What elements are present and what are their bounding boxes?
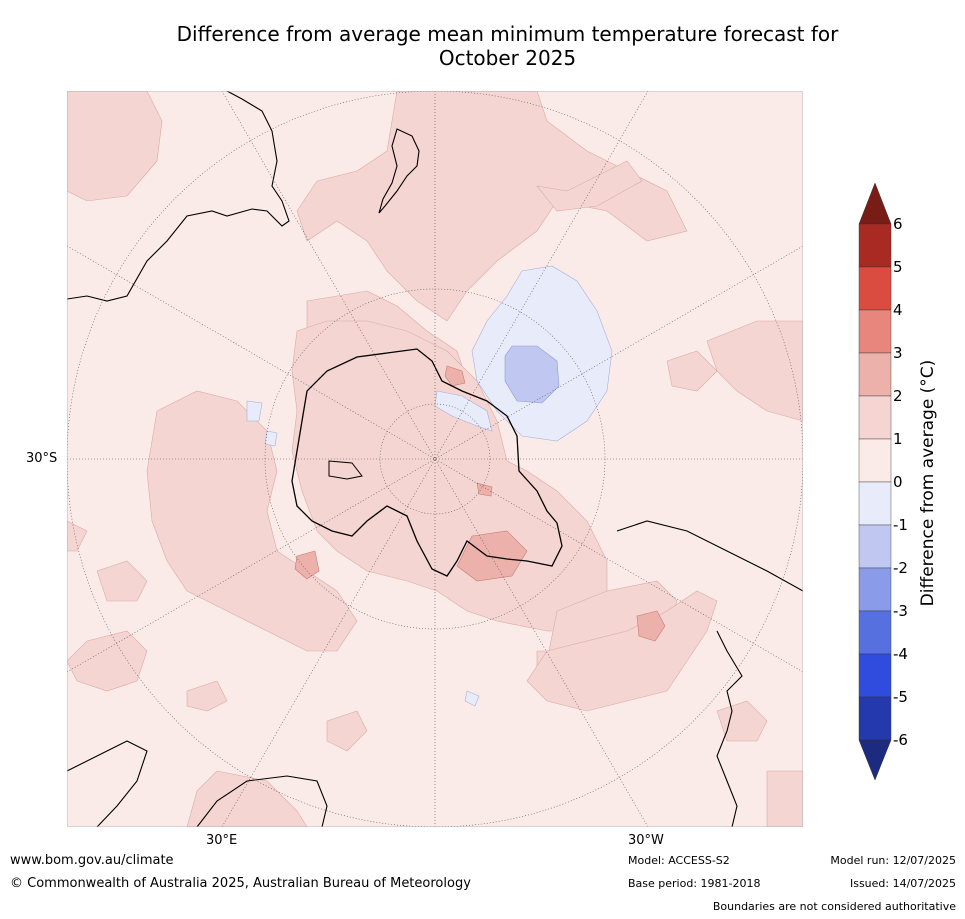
colorbar-segment: [858, 524, 892, 569]
colorbar-lower-extension: [858, 739, 892, 781]
footer-disclaimer: Boundaries are not considered authoritat…: [712, 900, 956, 913]
colorbar-tick-label: -4: [893, 645, 908, 663]
footer-issued: Issued: 14/07/2025: [849, 877, 956, 890]
polar-map: [67, 91, 803, 827]
colorbar-tick-label: 5: [893, 258, 903, 276]
colorbar-tick-label: 0: [893, 473, 903, 491]
colorbar-segment: [858, 438, 892, 483]
lat-label-30s: 30°S: [26, 451, 58, 466]
colorbar-segment: [858, 395, 892, 440]
title-line-1: Difference from average mean minimum tem…: [176, 22, 839, 46]
colorbar-tick-label: 4: [893, 301, 903, 319]
colorbar-tick-label: -2: [893, 559, 908, 577]
anomaly-2-3-regions: [294, 365, 666, 642]
colorbar-tick-label: 3: [893, 344, 903, 362]
colorbar-segment: [858, 567, 892, 612]
colorbar-tick-label: 6: [893, 215, 903, 233]
graticule: [67, 91, 803, 827]
colorbar-tick-label: -6: [893, 731, 908, 749]
colorbar-segment: [858, 481, 892, 526]
africa-coastline: [67, 740, 328, 827]
footer-website[interactable]: www.bom.gov.au/climate: [10, 853, 174, 868]
title-line-2: October 2025: [438, 46, 577, 70]
footer-model: Model: ACCESS-S2: [628, 854, 730, 867]
antarctica-coastline: [291, 348, 563, 577]
anomaly-m2-m1-regions: [504, 345, 560, 404]
colorbar-segment: [858, 223, 892, 268]
colorbar-tick-label: 1: [893, 430, 903, 448]
footer-base-period: Base period: 1981-2018: [628, 877, 761, 890]
colorbar-tick-label: 2: [893, 387, 903, 405]
anomaly-1-2-regions: [67, 91, 803, 827]
colorbar-tick-label: -1: [893, 516, 908, 534]
ross-ice-shelf: [328, 460, 363, 480]
colorbar-tick-label: -3: [893, 602, 908, 620]
colorbar-segment: [858, 696, 892, 741]
lon-label-30w: 30°W: [628, 833, 664, 848]
colorbar: [858, 182, 892, 781]
australia-coastline: [67, 91, 290, 302]
colorbar-segment: [858, 266, 892, 311]
colorbar-tick-label: -5: [893, 688, 908, 706]
footer-copyright: © Commonwealth of Australia 2025, Austra…: [10, 876, 471, 891]
colorbar-title: Difference from average (°C): [918, 359, 938, 607]
colorbar-segment: [858, 309, 892, 354]
colorbar-segment: [858, 352, 892, 397]
colorbar-segment: [858, 653, 892, 698]
footer-model-run: Model run: 12/07/2025: [830, 854, 956, 867]
lon-label-30e: 30°E: [206, 833, 238, 848]
colorbar-segments: [858, 223, 892, 741]
south-america-coastline: [616, 520, 803, 827]
colorbar-segment: [858, 610, 892, 655]
map-title: Difference from average mean minimum tem…: [60, 22, 955, 70]
colorbar-upper-extension: [858, 182, 892, 225]
new-zealand-coastline: [378, 128, 420, 214]
